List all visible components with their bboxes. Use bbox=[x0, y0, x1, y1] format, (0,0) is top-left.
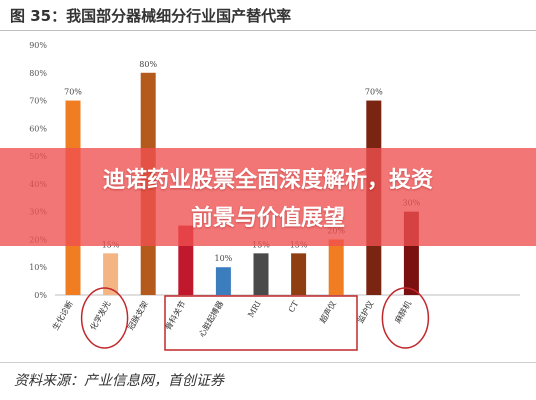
overlay-banner: 迪诺药业股票全面深度解析，投资 前景与价值展望 bbox=[0, 148, 536, 246]
y-tick-label: 60% bbox=[29, 124, 47, 133]
bar-5 bbox=[215, 267, 231, 295]
x-tick-label: 冠脉支架 bbox=[125, 299, 150, 332]
x-tick-label: 超声仪 bbox=[317, 299, 338, 325]
data-label: 10% bbox=[215, 254, 233, 263]
title-bar: 图 35：我国部分器械细分行业国产替代率 bbox=[0, 0, 536, 31]
x-tick-label: 心脏起搏器 bbox=[196, 299, 225, 339]
chart-title: 图 35：我国部分器械细分行业国产替代率 bbox=[10, 7, 292, 25]
bar-7 bbox=[291, 253, 307, 295]
x-tick-label: 监护仪 bbox=[355, 299, 376, 325]
x-tick-label: 骨科关节 bbox=[163, 299, 188, 332]
divider bbox=[0, 362, 536, 363]
source-note: 资料来源：产业信息网，首创证券 bbox=[14, 373, 224, 389]
bar-8 bbox=[328, 239, 344, 295]
y-tick-label: 90% bbox=[29, 41, 47, 50]
banner-line-2: 前景与价值展望 bbox=[190, 206, 345, 231]
data-label: 80% bbox=[139, 60, 157, 69]
highlight-circle bbox=[80, 287, 129, 349]
x-tick-label: 化学发光 bbox=[88, 299, 113, 332]
data-label: 70% bbox=[64, 88, 82, 97]
highlight-box bbox=[164, 295, 358, 351]
x-tick-label: 麻醉机 bbox=[392, 299, 413, 325]
bar-6 bbox=[253, 253, 269, 295]
bar-2 bbox=[103, 253, 119, 295]
banner-line-1: 迪诺药业股票全面深度解析，投资 bbox=[102, 168, 433, 193]
x-tick-label: 生化诊断 bbox=[50, 299, 75, 332]
highlight-circle bbox=[381, 287, 430, 349]
y-tick-label: 80% bbox=[29, 69, 47, 78]
x-tick-label: MRI bbox=[246, 300, 262, 320]
y-tick-label: 0% bbox=[34, 291, 47, 300]
y-tick-label: 10% bbox=[29, 263, 47, 272]
x-tick-label: CT bbox=[287, 299, 301, 314]
y-tick-label: 70% bbox=[29, 97, 47, 106]
data-label: 70% bbox=[365, 88, 383, 97]
